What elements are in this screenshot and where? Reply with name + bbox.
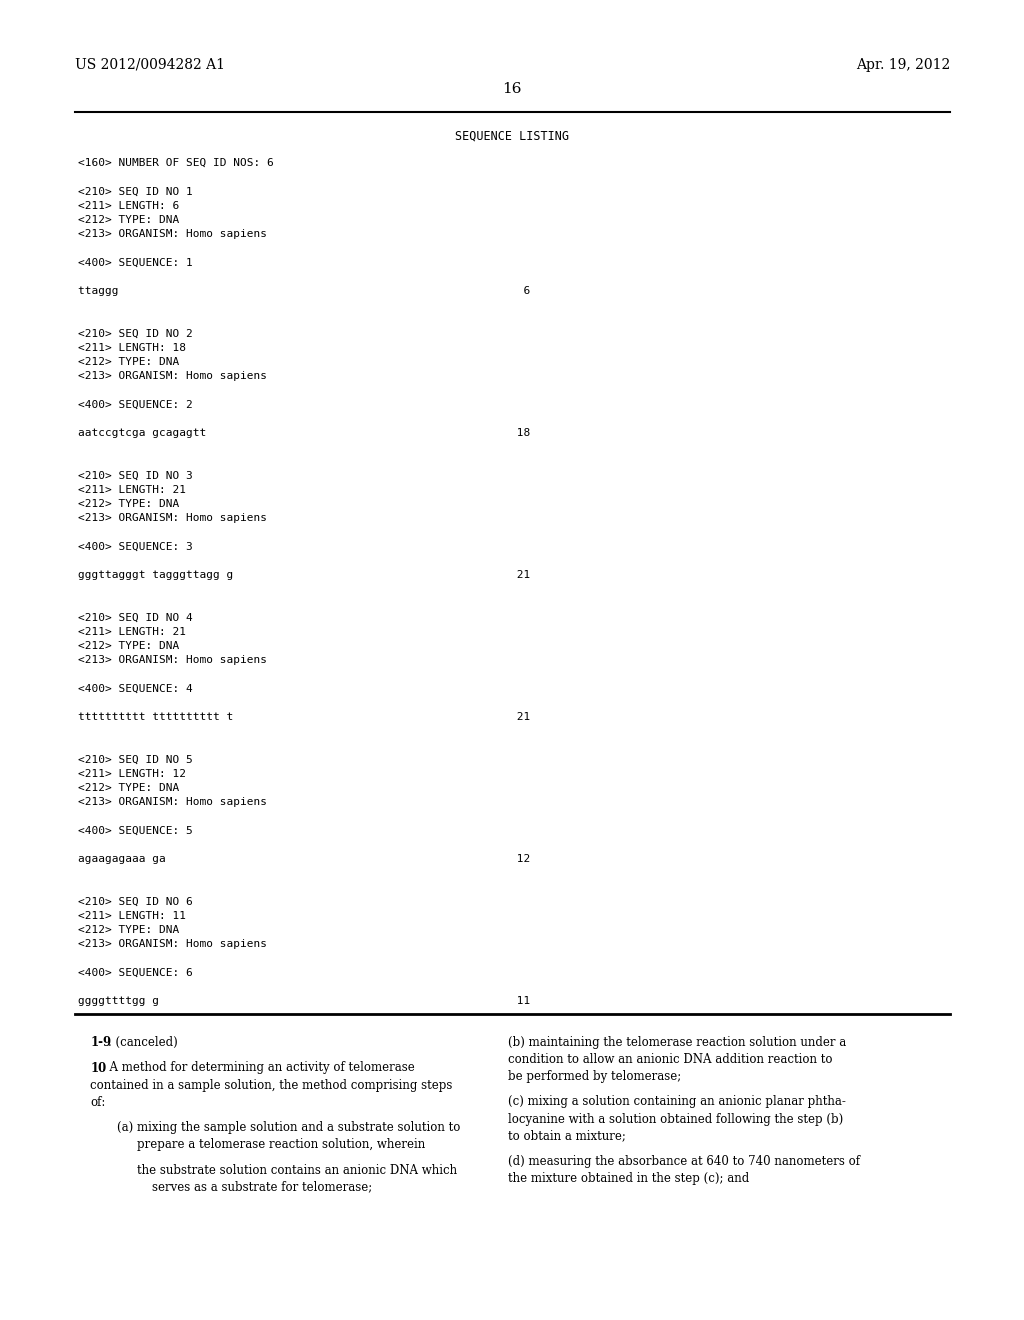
Text: <211> LENGTH: 21: <211> LENGTH: 21 bbox=[78, 627, 186, 636]
Text: (c) mixing a solution containing an anionic planar phtha-: (c) mixing a solution containing an anio… bbox=[508, 1096, 846, 1109]
Text: serves as a substrate for telomerase;: serves as a substrate for telomerase; bbox=[152, 1180, 372, 1193]
Text: <212> TYPE: DNA: <212> TYPE: DNA bbox=[78, 640, 179, 651]
Text: <211> LENGTH: 21: <211> LENGTH: 21 bbox=[78, 484, 186, 495]
Text: ttaggg                                                            6: ttaggg 6 bbox=[78, 286, 530, 296]
Text: <213> ORGANISM: Homo sapiens: <213> ORGANISM: Homo sapiens bbox=[78, 939, 267, 949]
Text: gggttagggt tagggttagg g                                          21: gggttagggt tagggttagg g 21 bbox=[78, 570, 530, 579]
Text: be performed by telomerase;: be performed by telomerase; bbox=[508, 1071, 681, 1082]
Text: the substrate solution contains an anionic DNA which: the substrate solution contains an anion… bbox=[137, 1163, 458, 1176]
Text: <211> LENGTH: 6: <211> LENGTH: 6 bbox=[78, 201, 179, 211]
Text: aatccgtcga gcagagtt                                              18: aatccgtcga gcagagtt 18 bbox=[78, 428, 530, 438]
Text: Apr. 19, 2012: Apr. 19, 2012 bbox=[856, 58, 950, 73]
Text: (b) maintaining the telomerase reaction solution under a: (b) maintaining the telomerase reaction … bbox=[508, 1036, 846, 1049]
Text: <213> ORGANISM: Homo sapiens: <213> ORGANISM: Homo sapiens bbox=[78, 513, 267, 523]
Text: <400> SEQUENCE: 5: <400> SEQUENCE: 5 bbox=[78, 825, 193, 836]
Text: <400> SEQUENCE: 2: <400> SEQUENCE: 2 bbox=[78, 400, 193, 409]
Text: agaagagaaa ga                                                    12: agaagagaaa ga 12 bbox=[78, 854, 530, 863]
Text: the mixture obtained in the step (c); and: the mixture obtained in the step (c); an… bbox=[508, 1172, 750, 1185]
Text: <400> SEQUENCE: 4: <400> SEQUENCE: 4 bbox=[78, 684, 193, 693]
Text: tttttttttt tttttttttt t                                          21: tttttttttt tttttttttt t 21 bbox=[78, 711, 530, 722]
Text: <210> SEQ ID NO 3: <210> SEQ ID NO 3 bbox=[78, 470, 193, 480]
Text: <210> SEQ ID NO 4: <210> SEQ ID NO 4 bbox=[78, 612, 193, 623]
Text: locyanine with a solution obtained following the step (b): locyanine with a solution obtained follo… bbox=[508, 1113, 843, 1126]
Text: (a) mixing the sample solution and a substrate solution to: (a) mixing the sample solution and a sub… bbox=[117, 1121, 460, 1134]
Text: to obtain a mixture;: to obtain a mixture; bbox=[508, 1130, 626, 1143]
Text: <213> ORGANISM: Homo sapiens: <213> ORGANISM: Homo sapiens bbox=[78, 797, 267, 807]
Text: contained in a sample solution, the method comprising steps: contained in a sample solution, the meth… bbox=[90, 1078, 453, 1092]
Text: <210> SEQ ID NO 5: <210> SEQ ID NO 5 bbox=[78, 755, 193, 764]
Text: 1-9: 1-9 bbox=[90, 1036, 112, 1049]
Text: <211> LENGTH: 18: <211> LENGTH: 18 bbox=[78, 343, 186, 352]
Text: . (canceled): . (canceled) bbox=[108, 1036, 177, 1049]
Text: of:: of: bbox=[90, 1096, 105, 1109]
Text: (d) measuring the absorbance at 640 to 740 nanometers of: (d) measuring the absorbance at 640 to 7… bbox=[508, 1155, 860, 1168]
Text: ggggttttgg g                                                     11: ggggttttgg g 11 bbox=[78, 995, 530, 1006]
Text: <213> ORGANISM: Homo sapiens: <213> ORGANISM: Homo sapiens bbox=[78, 655, 267, 665]
Text: <160> NUMBER OF SEQ ID NOS: 6: <160> NUMBER OF SEQ ID NOS: 6 bbox=[78, 158, 273, 168]
Text: condition to allow an anionic DNA addition reaction to: condition to allow an anionic DNA additi… bbox=[508, 1053, 833, 1067]
Text: SEQUENCE LISTING: SEQUENCE LISTING bbox=[455, 129, 569, 143]
Text: <212> TYPE: DNA: <212> TYPE: DNA bbox=[78, 783, 179, 793]
Text: <212> TYPE: DNA: <212> TYPE: DNA bbox=[78, 925, 179, 935]
Text: 10: 10 bbox=[90, 1061, 106, 1074]
Text: . A method for determining an activity of telomerase: . A method for determining an activity o… bbox=[101, 1061, 415, 1074]
Text: <210> SEQ ID NO 2: <210> SEQ ID NO 2 bbox=[78, 329, 193, 338]
Text: <400> SEQUENCE: 1: <400> SEQUENCE: 1 bbox=[78, 257, 193, 268]
Text: <212> TYPE: DNA: <212> TYPE: DNA bbox=[78, 215, 179, 224]
Text: <210> SEQ ID NO 1: <210> SEQ ID NO 1 bbox=[78, 186, 193, 197]
Text: US 2012/0094282 A1: US 2012/0094282 A1 bbox=[75, 58, 225, 73]
Text: <400> SEQUENCE: 3: <400> SEQUENCE: 3 bbox=[78, 541, 193, 552]
Text: <211> LENGTH: 12: <211> LENGTH: 12 bbox=[78, 768, 186, 779]
Text: <212> TYPE: DNA: <212> TYPE: DNA bbox=[78, 499, 179, 508]
Text: <210> SEQ ID NO 6: <210> SEQ ID NO 6 bbox=[78, 896, 193, 907]
Text: 16: 16 bbox=[502, 82, 522, 96]
Text: <213> ORGANISM: Homo sapiens: <213> ORGANISM: Homo sapiens bbox=[78, 371, 267, 381]
Text: <213> ORGANISM: Homo sapiens: <213> ORGANISM: Homo sapiens bbox=[78, 228, 267, 239]
Text: <212> TYPE: DNA: <212> TYPE: DNA bbox=[78, 356, 179, 367]
Text: <211> LENGTH: 11: <211> LENGTH: 11 bbox=[78, 911, 186, 920]
Text: prepare a telomerase reaction solution, wherein: prepare a telomerase reaction solution, … bbox=[137, 1138, 426, 1151]
Text: <400> SEQUENCE: 6: <400> SEQUENCE: 6 bbox=[78, 968, 193, 977]
